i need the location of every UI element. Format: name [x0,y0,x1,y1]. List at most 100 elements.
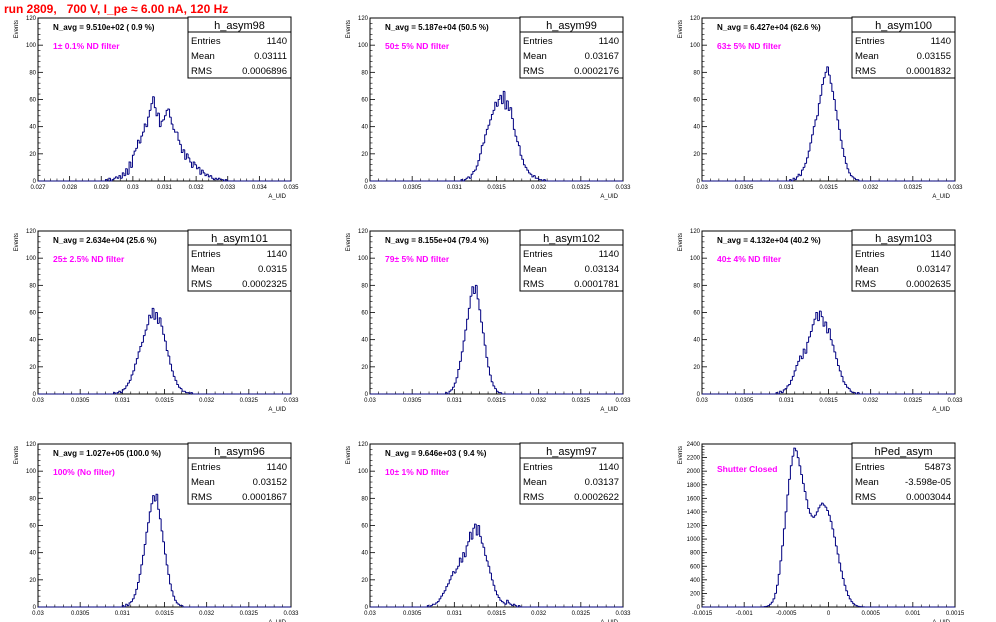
histogram-bin [142,335,146,343]
n-avg-label: N_avg = 6.427e+04 (62.6 %) [717,23,821,32]
x-tick-label: 0.031 [115,398,131,404]
stats-value: 0.0001832 [906,66,951,77]
y-tick-label: 80 [361,283,368,289]
x-tick-label: 0.0315 [819,185,838,191]
x-tick-label: 0.0315 [155,398,174,404]
stats-box [851,244,956,292]
histogram-bin [135,588,138,595]
y-tick-label: 20 [693,365,700,371]
stats-value: 0.0002635 [906,279,951,290]
histogram-bin [185,153,189,160]
y-tick-label: 100 [26,469,37,475]
histogram-bin [147,116,150,127]
stats-label: Mean [855,477,879,488]
histogram-bin [504,91,507,110]
x-tick-label: -0.0005 [776,611,797,617]
histogram-bin [474,169,477,172]
x-axis-title: A_UID [268,194,286,200]
stats-value: 1140 [599,36,619,47]
histogram-bin [834,99,837,111]
histogram-bin [169,574,172,585]
x-tick-label: 0.033 [947,398,963,404]
y-tick-label: 80 [29,283,36,289]
stats-value: 0.03152 [253,477,287,488]
y-tick-label: 20 [29,578,36,584]
histogram-bin [165,554,168,566]
histogram-bin [116,176,119,179]
histogram-bin [108,177,111,181]
histogram-h_asym98: 0 20 40 60 80 100 120 0.027 0.028 0.029 0.03 0.031 0… [14,16,299,200]
histogram-bin [132,370,135,375]
histogram-bin [147,522,150,533]
y-tick-label: 60 [693,311,700,317]
histogram-bin [123,172,126,177]
stats-label: RMS [855,492,876,503]
histogram-bin [156,312,160,324]
x-tick-label: 0.033 [947,185,963,191]
y-tick-label: 20 [29,152,36,158]
histogram-bin [795,176,799,180]
histogram-bin [448,579,451,584]
histogram-bin [189,157,192,163]
stats-box [519,244,624,292]
x-tick-label: 0.0325 [572,611,591,617]
histogram-bin [497,99,500,107]
histogram-bin [162,326,165,335]
histogram-bin [848,595,852,600]
histogram-bin [465,177,468,180]
histogram-bin [223,179,226,182]
x-tick-label: 0.03 [32,611,44,617]
stats-label: Entries [191,249,221,260]
histogram-bin [531,174,534,178]
histogram-bin [480,309,483,323]
y-axis-title: Events [14,446,20,464]
y-tick-label: 120 [26,229,37,235]
histogram-bin [206,173,209,176]
histogram-bin [822,503,826,506]
histogram-bin [185,391,188,394]
x-tick-label: 0.033 [220,185,236,191]
histogram-bin [482,543,485,548]
histogram-bin [226,179,229,182]
y-axis-title: Events [678,233,684,251]
filter-label: 10± 1% ND filter [385,467,450,477]
x-tick-label: 0.031 [779,398,795,404]
stats-title: h_asym101 [211,233,268,245]
y-tick-label: 0 [33,179,37,185]
y-tick-label: 200 [690,591,701,597]
histogram-bin [504,602,507,605]
stats-value: 0.0006896 [242,66,287,77]
histogram-bin [831,521,834,530]
stats-title: hPed_asym [874,446,932,458]
histogram-bin [526,167,529,171]
x-tick-label: 0.032 [189,185,205,191]
histogram-bin [176,380,179,385]
histogram-bin [130,374,133,381]
histogram-bin [517,141,521,147]
histogram-bin [448,390,451,394]
histogram-bin [480,536,484,544]
histogram-bin [164,541,167,555]
histogram-bin [855,604,858,607]
histogram-bin [853,176,856,179]
stats-value: 0.03147 [917,264,951,275]
histogram-bin [192,392,195,395]
y-tick-label: 20 [29,365,36,371]
histogram-bin [153,96,157,109]
histogram-bin [779,390,782,394]
x-tick-label: 0.0305 [403,185,422,191]
histogram-bin [795,448,798,452]
histogram-bin [113,392,116,394]
histogram-bin [799,355,802,362]
stats-value: 0.03167 [585,51,619,62]
histogram-bin [438,598,441,602]
y-tick-label: 100 [690,256,701,262]
y-tick-label: 80 [361,496,368,502]
histogram-bin [480,145,484,154]
histogram-bin [837,358,840,366]
histogram-bin [158,113,162,128]
x-tick-label: 0.033 [615,185,631,191]
histogram-bin [847,590,850,596]
histogram-bin [190,161,194,168]
histogram-bin [212,178,216,181]
